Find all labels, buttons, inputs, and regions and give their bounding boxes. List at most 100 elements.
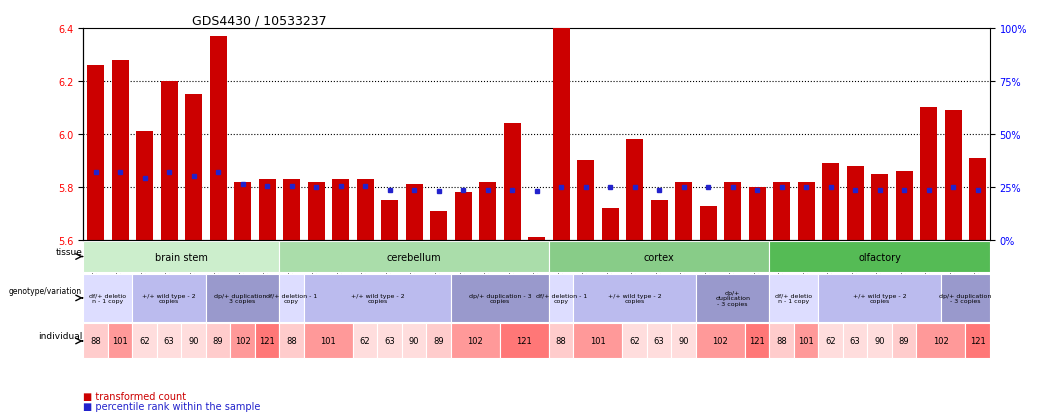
Text: 101: 101 — [113, 337, 128, 346]
Bar — [769, 274, 818, 322]
Bar — [132, 324, 157, 358]
Bar — [969, 159, 986, 240]
Bar — [549, 274, 573, 322]
Bar — [552, 0, 570, 240]
Bar — [895, 172, 913, 240]
Bar — [867, 324, 892, 358]
Text: 88: 88 — [91, 337, 101, 346]
Text: 62: 62 — [140, 337, 150, 346]
Text: 102: 102 — [713, 337, 728, 346]
Text: 102: 102 — [234, 337, 250, 346]
Bar — [181, 324, 206, 358]
Text: +/+ wild type - 2
copies: +/+ wild type - 2 copies — [852, 293, 907, 304]
Text: GDS4430 / 10533237: GDS4430 / 10533237 — [192, 15, 327, 28]
Bar — [573, 324, 622, 358]
Bar — [577, 161, 594, 240]
Bar — [724, 182, 741, 240]
Text: ■ transformed count: ■ transformed count — [83, 391, 187, 401]
Text: 63: 63 — [653, 337, 665, 346]
Text: 121: 121 — [517, 337, 532, 346]
Text: 102: 102 — [933, 337, 949, 346]
Bar — [451, 274, 549, 322]
Text: dp/+ duplication - 3
copies: dp/+ duplication - 3 copies — [469, 293, 531, 304]
Bar — [279, 274, 304, 322]
Text: 62: 62 — [825, 337, 836, 346]
Text: brain stem: brain stem — [155, 252, 207, 262]
Bar — [381, 201, 398, 240]
Bar — [206, 274, 279, 322]
Bar — [111, 61, 129, 240]
Bar — [230, 324, 255, 358]
Bar — [601, 209, 619, 240]
Bar — [675, 182, 692, 240]
Bar — [699, 206, 717, 240]
Text: 121: 121 — [259, 337, 275, 346]
Text: 101: 101 — [321, 337, 337, 346]
Bar — [377, 324, 402, 358]
Text: 88: 88 — [287, 337, 297, 346]
Text: 88: 88 — [555, 337, 567, 346]
Text: 63: 63 — [384, 337, 395, 346]
Text: cerebellum: cerebellum — [387, 252, 442, 262]
Bar — [304, 324, 353, 358]
Bar — [209, 37, 227, 240]
Bar — [279, 324, 304, 358]
Text: ■ percentile rank within the sample: ■ percentile rank within the sample — [83, 401, 260, 411]
Text: genotype/variation: genotype/variation — [9, 286, 82, 295]
Text: 101: 101 — [590, 337, 605, 346]
Text: 62: 62 — [359, 337, 371, 346]
Bar — [83, 241, 279, 273]
Bar — [920, 108, 937, 240]
Bar — [108, 324, 132, 358]
Bar — [258, 180, 276, 240]
Bar — [402, 324, 426, 358]
Bar — [279, 241, 549, 273]
Text: 90: 90 — [874, 337, 885, 346]
Text: 102: 102 — [468, 337, 483, 346]
Bar — [479, 182, 496, 240]
Text: 101: 101 — [798, 337, 814, 346]
Bar — [234, 182, 251, 240]
Bar — [892, 324, 916, 358]
Bar — [573, 274, 696, 322]
Bar — [696, 324, 745, 358]
Text: dp/+
duplication
- 3 copies: dp/+ duplication - 3 copies — [715, 290, 750, 306]
Text: cortex: cortex — [644, 252, 674, 262]
Bar — [132, 274, 206, 322]
Text: olfactory: olfactory — [859, 252, 901, 262]
Bar — [871, 174, 888, 240]
Bar — [745, 324, 769, 358]
Bar — [528, 238, 545, 240]
Bar — [430, 211, 447, 240]
Text: dp/+ duplication
- 3 copies: dp/+ duplication - 3 copies — [939, 293, 992, 304]
Text: 90: 90 — [189, 337, 199, 346]
Bar — [647, 324, 671, 358]
Bar — [843, 324, 867, 358]
Text: df/+ deletion - 1
copy: df/+ deletion - 1 copy — [266, 293, 317, 304]
Bar — [353, 324, 377, 358]
Bar — [405, 185, 423, 240]
Bar — [794, 324, 818, 358]
Bar — [626, 140, 643, 240]
Bar — [965, 324, 990, 358]
Bar — [332, 180, 349, 240]
Bar — [88, 66, 104, 240]
Text: 121: 121 — [970, 337, 986, 346]
Bar — [769, 324, 794, 358]
Bar — [137, 132, 153, 240]
Text: tissue: tissue — [55, 247, 82, 256]
Bar — [451, 324, 500, 358]
Text: 88: 88 — [776, 337, 787, 346]
Bar — [549, 324, 573, 358]
Bar — [650, 201, 668, 240]
Text: 62: 62 — [629, 337, 640, 346]
Bar — [818, 274, 941, 322]
Bar — [206, 324, 230, 358]
Bar — [797, 182, 815, 240]
Text: 63: 63 — [850, 337, 861, 346]
Text: dp/+ duplication -
3 copies: dp/+ duplication - 3 copies — [215, 293, 271, 304]
Bar — [304, 274, 451, 322]
Bar — [822, 164, 839, 240]
Bar — [773, 182, 790, 240]
Bar — [945, 111, 962, 240]
